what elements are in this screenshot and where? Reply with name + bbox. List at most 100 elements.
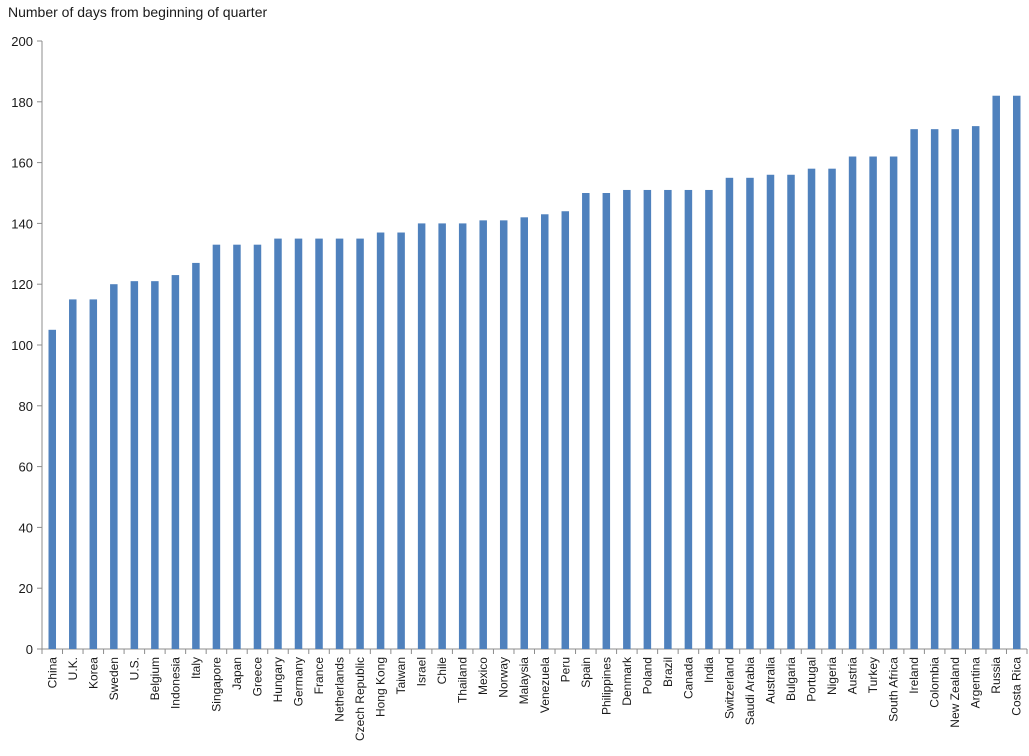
bar: [130, 281, 139, 649]
x-tick-label: Germany: [292, 657, 306, 706]
bar: [541, 214, 549, 649]
bar: [458, 223, 467, 649]
x-tick-label: Singapore: [209, 657, 223, 712]
x-tick-label: U.K.: [66, 657, 80, 680]
bar: [192, 262, 200, 649]
y-tick-label: 20: [19, 581, 33, 596]
bar: [807, 168, 816, 649]
bar: [684, 189, 693, 649]
bar: [725, 177, 734, 650]
bar: [48, 329, 57, 649]
bar: [417, 223, 426, 649]
bar: [171, 275, 180, 649]
x-tick-label: Colombia: [928, 657, 942, 708]
bar: [889, 156, 898, 649]
x-tick-label: Norway: [497, 657, 511, 698]
x-tick-label: Costa Rica: [1010, 657, 1024, 716]
x-tick-label: Russia: [989, 657, 1003, 694]
y-tick-label: 40: [19, 520, 33, 535]
bar: [274, 238, 282, 649]
bar: [951, 129, 959, 649]
x-tick-label: Ireland: [907, 657, 921, 694]
bar: [582, 193, 590, 649]
x-tick-label: Spain: [579, 657, 593, 688]
bar: [910, 129, 918, 649]
y-tick-label: 200: [11, 34, 33, 49]
y-tick-label: 160: [11, 156, 33, 171]
bar: [746, 177, 754, 650]
x-tick-label: Japan: [230, 657, 244, 690]
x-tick-label: Taiwan: [394, 657, 408, 694]
bar: [356, 238, 364, 649]
x-tick-label: Bulgaria: [784, 657, 798, 701]
bar: [397, 232, 405, 649]
bar: [930, 129, 939, 649]
x-tick-label: New Zealand: [948, 657, 962, 728]
y-tick-label: 100: [11, 338, 33, 353]
x-tick-label: Turkey: [866, 657, 880, 693]
bar: [561, 211, 570, 650]
bar: [787, 174, 795, 649]
bar: [971, 126, 980, 650]
x-tick-label: Sweden: [107, 657, 121, 700]
bar: [294, 238, 303, 649]
bar: [623, 189, 631, 649]
bar: [869, 156, 877, 649]
x-tick-label: Mexico: [476, 657, 490, 695]
x-tick-label: Switzerland: [722, 657, 736, 719]
x-tick-label: Israel: [415, 657, 429, 686]
x-tick-label: Korea: [86, 657, 100, 689]
x-tick-label: Austria: [846, 657, 860, 695]
x-tick-label: Poland: [640, 657, 654, 694]
bar: [253, 244, 262, 649]
x-tick-label: Saudi Arabia: [743, 657, 757, 725]
bar: [705, 189, 713, 649]
y-axis-label: Number of days from beginning of quarter: [8, 4, 268, 20]
x-tick-label: Venezuela: [538, 657, 552, 713]
x-tick-label: Chile: [435, 657, 449, 685]
x-tick-label: China: [45, 657, 59, 689]
bar: [520, 217, 528, 649]
x-tick-label: Thailand: [456, 657, 470, 703]
bar: [315, 238, 323, 649]
bar: [766, 174, 775, 649]
bar: [499, 220, 508, 650]
x-tick-label: Indonesia: [168, 657, 182, 709]
bar: [89, 299, 98, 649]
x-tick-label: Greece: [250, 657, 264, 697]
x-tick-label: France: [312, 657, 326, 695]
bar: [212, 244, 221, 649]
x-tick-label: Portugal: [805, 657, 819, 702]
x-tick-label: Malaysia: [517, 657, 531, 705]
y-tick-label: 60: [19, 460, 33, 475]
x-tick-label: Canada: [681, 657, 695, 699]
bar: [110, 284, 118, 649]
bar: [643, 189, 652, 649]
bar: [992, 95, 1000, 650]
x-tick-label: Czech Republic: [353, 657, 367, 741]
bar: [664, 189, 672, 649]
bar: [1012, 95, 1021, 650]
x-tick-label: Philippines: [599, 657, 613, 715]
bar: [335, 238, 344, 649]
bar: [438, 223, 446, 649]
x-tick-label: U.S.: [127, 657, 141, 680]
x-tick-label: Denmark: [620, 656, 634, 706]
x-tick-label: India: [702, 657, 716, 683]
x-tick-label: Hungary: [271, 657, 285, 702]
x-tick-label: Nigeria: [825, 657, 839, 695]
y-tick-label: 0: [26, 642, 33, 657]
y-tick-label: 140: [11, 216, 33, 231]
y-tick-label: 180: [11, 95, 33, 110]
x-tick-label: Hong Kong: [374, 657, 388, 717]
bar: [848, 156, 857, 649]
y-tick-label: 120: [11, 277, 33, 292]
x-tick-label: Australia: [763, 657, 777, 704]
bar: [376, 232, 385, 649]
bar: [151, 281, 159, 649]
x-tick-label: Netherlands: [333, 657, 347, 722]
y-tick-label: 80: [19, 399, 33, 414]
bar: [602, 193, 611, 649]
